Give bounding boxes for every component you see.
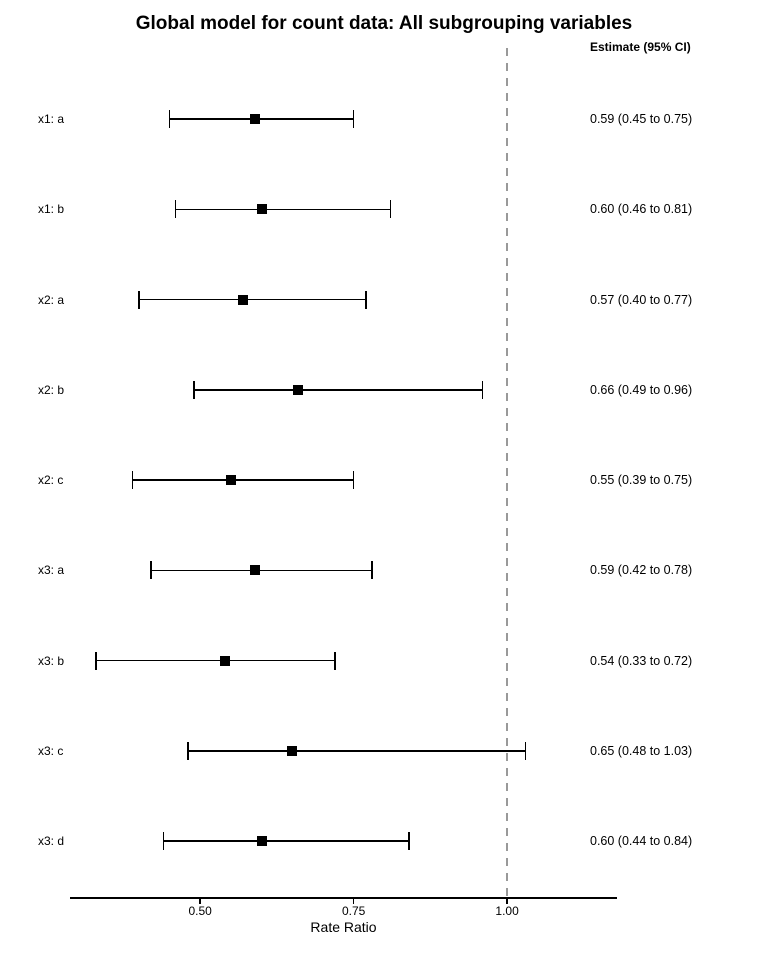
ci-line: [95, 659, 336, 662]
estimate-value: 0.65 (0.48 to 1.03): [590, 743, 693, 758]
x-axis-tick-label: 0.50: [188, 904, 212, 918]
estimate-value: 0.54 (0.33 to 0.72): [590, 653, 693, 668]
x-axis-tick-label: 1.00: [495, 904, 519, 918]
ci-cap-high: [352, 110, 355, 128]
ci-cap-high: [371, 561, 373, 580]
ci-cap-low: [187, 741, 189, 760]
estimate-value: 0.60 (0.46 to 0.81): [590, 202, 693, 217]
ci-cap-low: [150, 561, 152, 580]
ci-cap-high: [352, 471, 355, 489]
row-label: x2: b: [38, 382, 65, 397]
ci-cap-low: [138, 290, 140, 309]
ci-line: [132, 479, 354, 481]
row-label: x1: b: [38, 202, 65, 217]
ci-line: [169, 118, 354, 120]
x-axis-tick-label: 0.75: [341, 904, 366, 918]
estimate-value: 0.57 (0.40 to 0.77): [590, 292, 693, 307]
x-axis-tick: [199, 898, 201, 904]
row-label: x3: b: [38, 653, 65, 668]
ci-line: [151, 569, 373, 571]
point-estimate-marker: [256, 204, 267, 215]
point-estimate-marker: [293, 384, 304, 395]
x-axis-tick: [352, 898, 355, 904]
estimate-value: 0.59 (0.45 to 0.75): [590, 112, 693, 126]
x-axis-tick: [506, 898, 508, 904]
ci-cap-high: [481, 380, 484, 399]
estimate-value: 0.59 (0.42 to 0.78): [590, 563, 693, 578]
point-estimate-marker: [287, 745, 298, 756]
row-label: x1: a: [38, 112, 65, 126]
point-estimate-marker: [256, 836, 267, 846]
ci-cap-high: [408, 832, 410, 850]
row-label: x2: a: [38, 292, 65, 307]
ci-cap-low: [162, 832, 165, 850]
ci-cap-low: [193, 380, 195, 399]
point-estimate-marker: [225, 475, 236, 485]
point-estimate-marker: [238, 294, 249, 305]
ci-line: [163, 840, 409, 842]
chart-title: Global model for count data: All subgrou…: [135, 13, 633, 34]
estimate-value: 0.55 (0.39 to 0.75): [590, 473, 693, 487]
ci-cap-low: [174, 200, 177, 219]
ci-line: [194, 389, 483, 391]
ci-cap-low: [95, 651, 97, 670]
ci-line: [175, 208, 391, 210]
row-label: x3: c: [38, 743, 64, 758]
row-label: x3: d: [38, 834, 65, 848]
ci-line: [138, 298, 366, 301]
ci-cap-high: [389, 200, 392, 219]
ci-cap-low: [168, 110, 171, 128]
estimate-column-header: Estimate (95% CI): [590, 40, 691, 54]
row-label: x3: a: [38, 563, 65, 578]
x-axis-label: Rate Ratio: [310, 919, 377, 935]
x-axis-line: [70, 897, 617, 899]
estimate-value: 0.66 (0.49 to 0.96): [590, 382, 693, 397]
point-estimate-marker: [250, 114, 261, 124]
ci-cap-high: [334, 651, 336, 670]
ci-cap-low: [131, 471, 134, 489]
point-estimate-marker: [219, 655, 230, 666]
reference-line: [506, 48, 509, 898]
ci-cap-high: [365, 290, 367, 309]
estimate-value: 0.60 (0.44 to 0.84): [590, 834, 693, 848]
row-label: x2: c: [38, 473, 64, 487]
ci-cap-high: [524, 741, 527, 760]
point-estimate-marker: [250, 565, 261, 576]
ci-line: [187, 750, 526, 752]
